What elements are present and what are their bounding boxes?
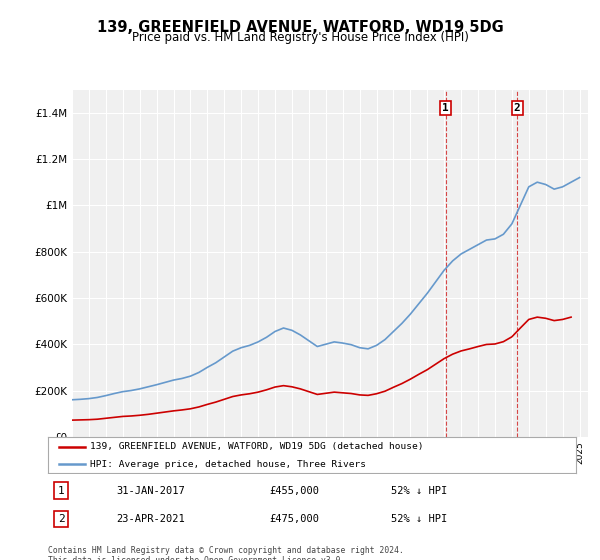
Text: HPI: Average price, detached house, Three Rivers: HPI: Average price, detached house, Thre… [90,460,366,469]
Text: 52% ↓ HPI: 52% ↓ HPI [391,486,448,496]
Text: 2: 2 [514,103,520,113]
Text: 139, GREENFIELD AVENUE, WATFORD, WD19 5DG: 139, GREENFIELD AVENUE, WATFORD, WD19 5D… [97,20,503,35]
Text: 1: 1 [442,103,449,113]
Text: £455,000: £455,000 [270,486,320,496]
Text: 52% ↓ HPI: 52% ↓ HPI [391,514,448,524]
Text: 1: 1 [58,486,65,496]
Text: 139, GREENFIELD AVENUE, WATFORD, WD19 5DG (detached house): 139, GREENFIELD AVENUE, WATFORD, WD19 5D… [90,442,424,451]
Text: 23-APR-2021: 23-APR-2021 [116,514,185,524]
Text: Price paid vs. HM Land Registry's House Price Index (HPI): Price paid vs. HM Land Registry's House … [131,31,469,44]
Text: £475,000: £475,000 [270,514,320,524]
Text: 2: 2 [58,514,65,524]
Text: 31-JAN-2017: 31-JAN-2017 [116,486,185,496]
Text: Contains HM Land Registry data © Crown copyright and database right 2024.
This d: Contains HM Land Registry data © Crown c… [48,546,404,560]
